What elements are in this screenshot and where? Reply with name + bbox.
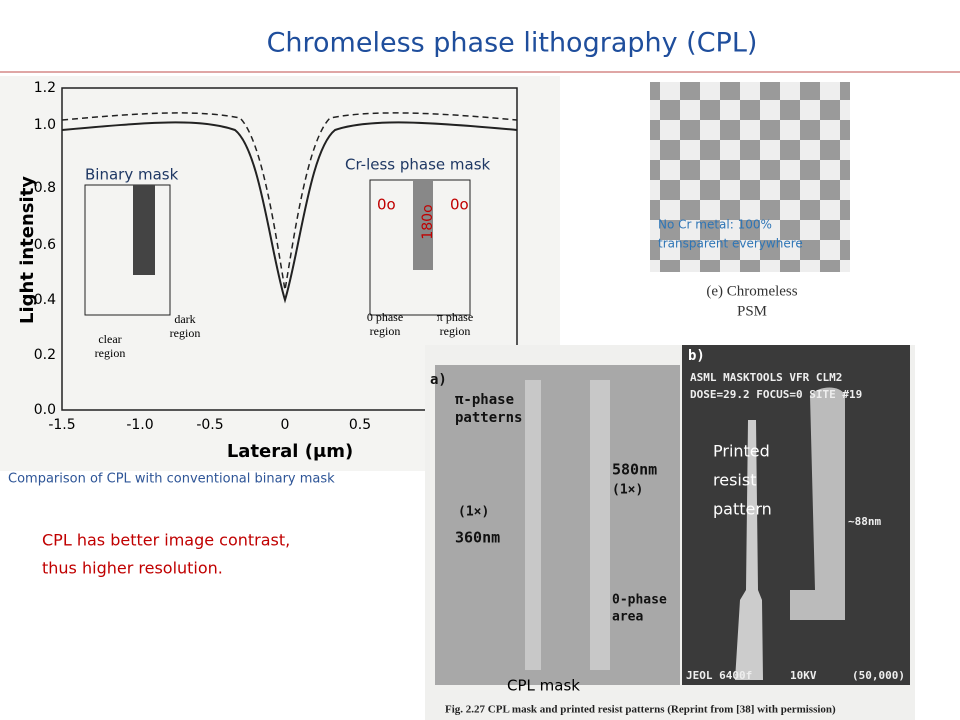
photo-label: patterns	[455, 410, 522, 426]
y-tick-label: 0.6	[34, 237, 56, 253]
y-tick-label: 0.2	[34, 347, 56, 363]
photo-label: (50,000)	[852, 669, 905, 682]
x-tick-label: 0	[281, 417, 290, 433]
photo-label: 10KV	[790, 669, 817, 682]
inset-binary	[84, 184, 171, 316]
plot-frame	[61, 87, 518, 411]
checkerboard	[650, 82, 850, 272]
y-tick-label: 0.8	[34, 180, 56, 196]
label: 0o	[377, 196, 396, 214]
label: pattern	[713, 500, 772, 519]
photo-label: DOSE=29.2 FOCUS=0 SITE #19	[690, 388, 862, 401]
label: resist	[713, 471, 756, 490]
photo-label: ~88nm	[848, 515, 881, 528]
photo-label: a)	[430, 372, 447, 388]
inset-label: region	[440, 324, 471, 338]
psm-caption: PSM	[737, 303, 767, 319]
note: transparent everywhere	[658, 237, 803, 251]
conclusion: CPL has better image contrast,	[42, 531, 290, 550]
note: No Cr metal: 100%	[658, 218, 772, 232]
y-tick-label: 1.2	[34, 80, 56, 96]
y-label: Light intensity	[17, 176, 38, 324]
inset-label: π phase	[437, 310, 473, 324]
label: 180o	[420, 204, 436, 239]
resist	[790, 387, 845, 620]
resist	[735, 420, 763, 680]
inset-label: clear	[98, 332, 121, 346]
label: 0o	[450, 196, 469, 214]
x-tick-label: 0.5	[349, 417, 371, 433]
x-tick-label: -1.0	[126, 417, 153, 433]
inset-label: region	[370, 324, 401, 338]
photo-label: area	[612, 610, 643, 625]
label: Printed	[713, 442, 770, 461]
fig-caption: Fig. 2.27 CPL mask and printed resist pa…	[445, 704, 836, 716]
curve-binary	[61, 112, 518, 291]
line-pattern	[525, 380, 541, 670]
conclusion: thus higher resolution.	[42, 559, 223, 578]
x-tick-label: -0.5	[196, 417, 223, 433]
photo-label: (1×)	[612, 483, 643, 498]
sem-photo	[682, 345, 910, 685]
photo-label: 360nm	[455, 529, 500, 547]
y-tick-label: 0.4	[34, 292, 56, 308]
photo-label: π-phase	[455, 392, 514, 408]
label: Binary mask	[85, 166, 179, 184]
inset-label: 0 phase	[367, 310, 403, 324]
title: Chromeless phase lithography (CPL)	[267, 28, 758, 59]
inset-label: region	[95, 346, 126, 360]
mask-photo	[435, 365, 680, 685]
y-tick-label: 0.0	[34, 402, 56, 418]
photo-label: 580nm	[612, 461, 657, 479]
x-label: Lateral (μm)	[227, 441, 353, 462]
chrome	[133, 185, 155, 275]
line-pattern	[590, 380, 610, 670]
phase-shifter	[413, 180, 433, 270]
caption: Comparison of CPL with conventional bina…	[8, 472, 335, 487]
label: CPL mask	[507, 677, 580, 695]
label: Cr-less phase mask	[345, 156, 491, 174]
photo-label: 0-phase	[612, 593, 667, 608]
curve-cpl	[61, 121, 518, 304]
x-tick-label: -1.5	[48, 417, 75, 433]
y-tick-label: 1.0	[34, 117, 56, 133]
inset-label: dark	[174, 312, 195, 326]
inset-label: region	[170, 326, 201, 340]
photo-label: JEOL 6400f	[686, 669, 752, 682]
photo-label: (1×)	[458, 505, 489, 520]
photo-label: ASML MASKTOOLS VFR CLM2	[690, 371, 842, 384]
psm-caption: (e) Chromeless	[706, 283, 797, 299]
photo-label: b)	[688, 348, 705, 364]
